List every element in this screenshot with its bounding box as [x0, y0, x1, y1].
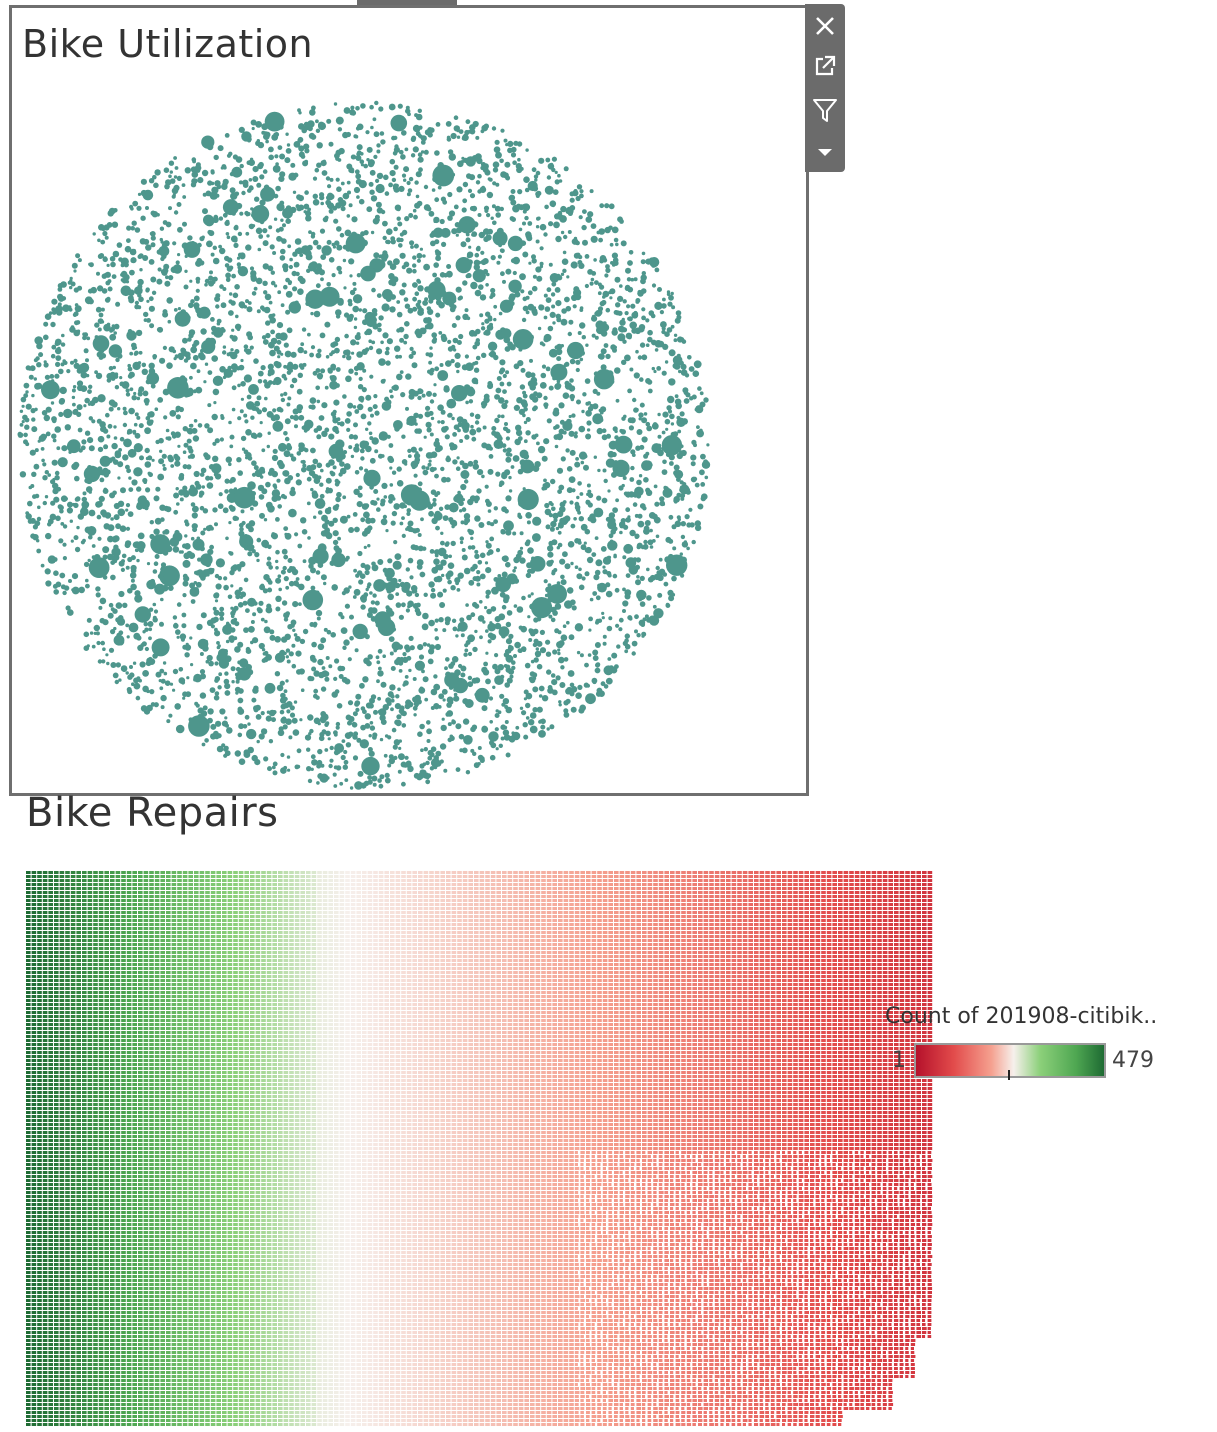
legend-min-label: 1	[892, 1048, 906, 1073]
legend-max-label: 479	[1112, 1048, 1154, 1073]
close-icon	[816, 17, 834, 35]
bike-utilization-panel[interactable]: Bike Utilization	[9, 5, 809, 796]
dropdown-icon	[818, 149, 832, 156]
sheet-toolbar	[805, 4, 845, 172]
close-button[interactable]	[805, 6, 845, 46]
bike-repairs-title: Bike Repairs	[26, 790, 279, 836]
dashboard-tab-handle[interactable]	[357, 0, 457, 5]
repairs-heatmap[interactable]	[26, 871, 936, 1427]
legend-midpoint-tick	[1008, 1070, 1010, 1080]
color-legend-bar[interactable]	[914, 1043, 1106, 1078]
bike-utilization-title: Bike Utilization	[22, 22, 313, 66]
open-external-button[interactable]	[805, 46, 845, 86]
filter-icon	[813, 99, 837, 122]
more-options-button[interactable]	[805, 132, 845, 172]
bubble-chart[interactable]	[12, 8, 806, 793]
filter-button[interactable]	[805, 90, 845, 130]
legend-title: Count of 201908-citibik..	[885, 1004, 1157, 1029]
open-external-icon	[815, 55, 836, 76]
